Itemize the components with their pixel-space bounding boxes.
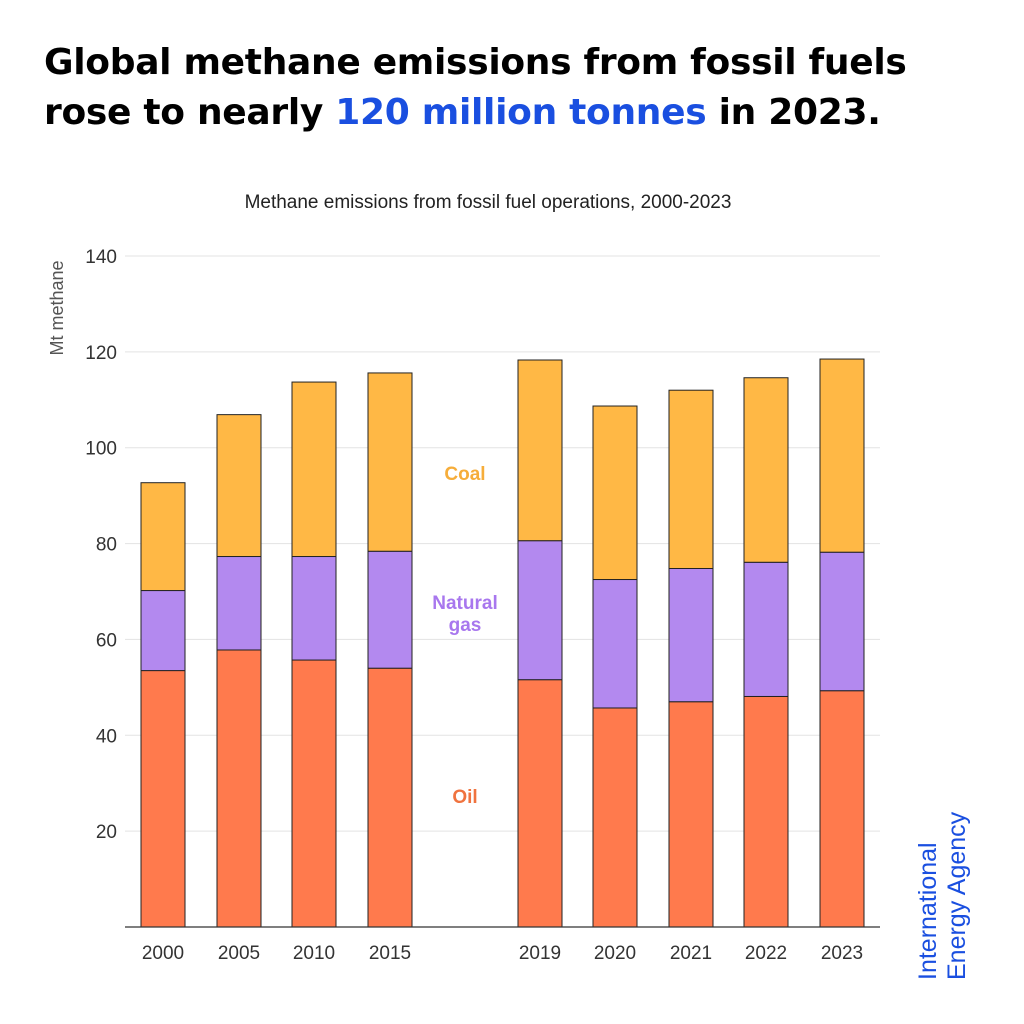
y-tick-label-120: 120 [85,343,117,364]
bar-oil-2021 [668,701,714,928]
bar-natural-gas-2019 [517,540,563,681]
x-tick-label-2023: 2023 [821,943,863,964]
chart-title: Methane emissions from fossil fuel opera… [244,192,732,213]
y-tick-label-60: 60 [96,630,117,651]
bar-natural-gas-2022 [743,561,789,697]
bar-oil-2019 [517,679,563,928]
bar-coal-2023 [819,358,865,553]
y-axis-label: Mt methane [47,260,67,355]
bar-natural-gas-2015 [367,550,413,669]
bar-oil-2020 [592,707,638,928]
bar-oil-2022 [743,695,789,928]
y-tick-label-140: 140 [85,247,117,268]
bar-natural-gas-2023 [819,551,865,692]
bar-oil-2005 [216,649,262,928]
bar-natural-gas-2020 [592,579,638,709]
headline: Global methane emissions from fossil fue… [44,38,984,138]
headline-text-start: Global methane emissions from fossil fue… [44,42,907,133]
x-axis-ticks: 2000 2005 2010 2015 2019 2020 2021 2022 2023 [142,943,863,964]
bars [140,358,865,928]
y-tick-label-100: 100 [85,439,117,460]
bar-oil-2023 [819,690,865,928]
iea-logo: International Energy Agency [914,780,972,980]
bar-oil-2015 [367,667,413,928]
series-label-coal: Coal [444,464,485,485]
brand-line-1: International [914,842,942,980]
headline-highlight: 120 million tonnes [335,92,707,133]
x-tick-label-2005: 2005 [218,943,260,964]
x-tick-label-2015: 2015 [369,943,411,964]
headline-text-end: in 2023. [706,92,881,133]
x-tick-label-2022: 2022 [745,943,787,964]
x-tick-label-2000: 2000 [142,943,184,964]
x-tick-label-2019: 2019 [519,943,561,964]
bar-natural-gas-2005 [216,556,262,651]
y-tick-label-80: 80 [96,535,117,556]
series-label-oil: Oil [452,787,477,808]
bar-oil-2000 [140,670,186,928]
bar-coal-2015 [367,372,413,552]
bar-natural-gas-2000 [140,590,186,672]
series-labels: Coal Natural gas Oil [432,464,497,808]
bar-coal-2022 [743,377,789,563]
y-tick-label-40: 40 [96,726,117,747]
bar-coal-2005 [216,414,262,558]
series-label-natural-gas: Natural gas [432,593,497,636]
x-tick-label-2020: 2020 [594,943,636,964]
bar-coal-2021 [668,389,714,569]
x-tick-label-2010: 2010 [293,943,335,964]
bar-coal-2000 [140,482,186,592]
bar-coal-2010 [291,381,337,558]
bar-coal-2020 [592,405,638,581]
y-axis-ticks: 20 40 60 80 100 120 140 [85,247,117,843]
bar-oil-2010 [291,659,337,928]
bar-natural-gas-2021 [668,567,714,703]
y-tick-label-20: 20 [96,822,117,843]
bar-natural-gas-2010 [291,556,337,661]
bar-coal-2019 [517,359,563,542]
brand-line-2: Energy Agency [943,811,971,980]
x-tick-label-2021: 2021 [670,943,712,964]
